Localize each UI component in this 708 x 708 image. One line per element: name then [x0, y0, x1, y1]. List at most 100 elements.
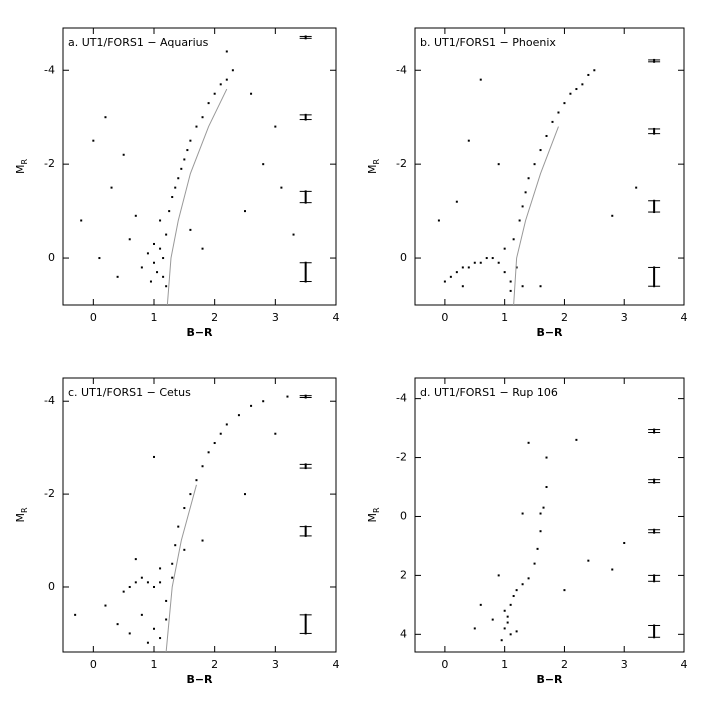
y-tick-label: 0	[400, 251, 407, 264]
data-point	[153, 261, 155, 264]
data-point	[110, 186, 113, 189]
data-point	[153, 627, 155, 630]
data-point	[165, 599, 168, 602]
panel: 0 1 2 3 4 -4 -2 0 2 4 d. UT1/FORS1 − Rup 106 B−R MR	[366, 377, 688, 686]
data-point	[512, 238, 515, 241]
data-point	[183, 158, 186, 161]
x-tick-label: 0	[90, 311, 97, 324]
x-tick-label: 1	[151, 311, 158, 324]
data-point	[479, 78, 482, 81]
x-tick-label: 1	[501, 311, 508, 324]
y-tick-label: -2	[396, 157, 407, 170]
data-point	[536, 547, 539, 550]
plot-frame	[62, 377, 337, 653]
x-tick-label: 2	[211, 311, 218, 324]
data-point	[527, 577, 530, 580]
error-bar	[299, 35, 312, 40]
data-point	[623, 541, 626, 544]
data-point	[159, 247, 162, 250]
data-point	[128, 238, 131, 241]
data-point	[165, 618, 168, 621]
data-point	[207, 451, 210, 454]
data-point	[274, 432, 277, 435]
data-point	[467, 139, 470, 142]
panel-title: c. UT1/FORS1 − Cetus	[68, 386, 191, 399]
data-point	[171, 562, 174, 565]
y-tick-label: -2	[44, 157, 55, 170]
error-bar	[648, 624, 661, 639]
y-axis-label-main: M	[14, 513, 27, 523]
data-point	[128, 585, 131, 588]
data-point	[189, 139, 192, 142]
data-point	[545, 486, 548, 489]
error-bar	[299, 261, 312, 283]
data-point	[116, 623, 119, 626]
data-point	[195, 479, 198, 482]
plot-frame	[414, 27, 685, 306]
fiducial-line	[513, 126, 559, 305]
x-tick-label: 0	[441, 658, 448, 671]
data-point	[195, 125, 198, 128]
data-point	[512, 595, 515, 598]
data-point	[162, 257, 165, 260]
data-point	[183, 507, 186, 510]
data-point	[509, 603, 512, 606]
error-bar	[648, 199, 661, 214]
panel-title: b. UT1/FORS1 − Phoenix	[420, 36, 556, 49]
data-point	[92, 139, 95, 142]
data-point	[262, 163, 265, 166]
x-tick-label: 2	[561, 311, 568, 324]
x-tick-label: 4	[681, 658, 688, 671]
y-tick-label: 0	[48, 580, 55, 593]
plot-area	[473, 428, 661, 642]
x-tick-label: 1	[151, 658, 158, 671]
data-point	[134, 581, 137, 584]
data-point	[219, 83, 222, 86]
error-bar	[299, 113, 312, 121]
data-point	[174, 544, 177, 547]
data-point	[180, 167, 183, 170]
data-point	[515, 589, 518, 592]
data-point	[497, 163, 500, 166]
y-tick-label: 0	[400, 509, 407, 522]
x-axis-label: B−R	[536, 673, 563, 686]
data-point	[485, 257, 488, 260]
data-point	[159, 219, 162, 222]
data-point	[575, 88, 578, 91]
data-point	[280, 186, 283, 189]
data-point	[557, 111, 560, 114]
panel: 0 1 2 3 4 -4 -2 0 c. UT1/FORS1 − Cetus B−R MR	[14, 377, 340, 686]
data-point	[506, 615, 509, 618]
data-point	[539, 512, 542, 515]
data-point	[225, 423, 228, 426]
data-point	[521, 512, 524, 515]
data-point	[98, 257, 101, 260]
plot-area	[80, 35, 312, 305]
data-point	[449, 275, 452, 278]
x-tick-label: 4	[333, 658, 340, 671]
data-point	[183, 548, 186, 551]
data-point	[515, 630, 518, 633]
data-point	[159, 637, 162, 640]
data-point	[455, 200, 458, 203]
data-point	[104, 116, 107, 119]
data-point	[250, 404, 253, 407]
data-point	[225, 50, 228, 53]
data-point	[509, 280, 512, 283]
data-point	[171, 576, 174, 579]
data-point	[467, 266, 470, 269]
error-bar	[648, 58, 661, 63]
data-point	[189, 228, 192, 231]
x-tick-label: 1	[501, 658, 508, 671]
data-point	[177, 525, 180, 528]
fiducial-line	[166, 88, 228, 305]
data-point	[545, 134, 548, 137]
data-point	[515, 266, 518, 269]
data-point	[225, 78, 228, 81]
data-point	[524, 191, 527, 194]
data-point	[545, 456, 548, 459]
panel-title: d. UT1/FORS1 − Rup 106	[420, 386, 558, 399]
data-point	[473, 261, 476, 264]
data-point	[189, 493, 192, 496]
data-point	[563, 589, 566, 592]
